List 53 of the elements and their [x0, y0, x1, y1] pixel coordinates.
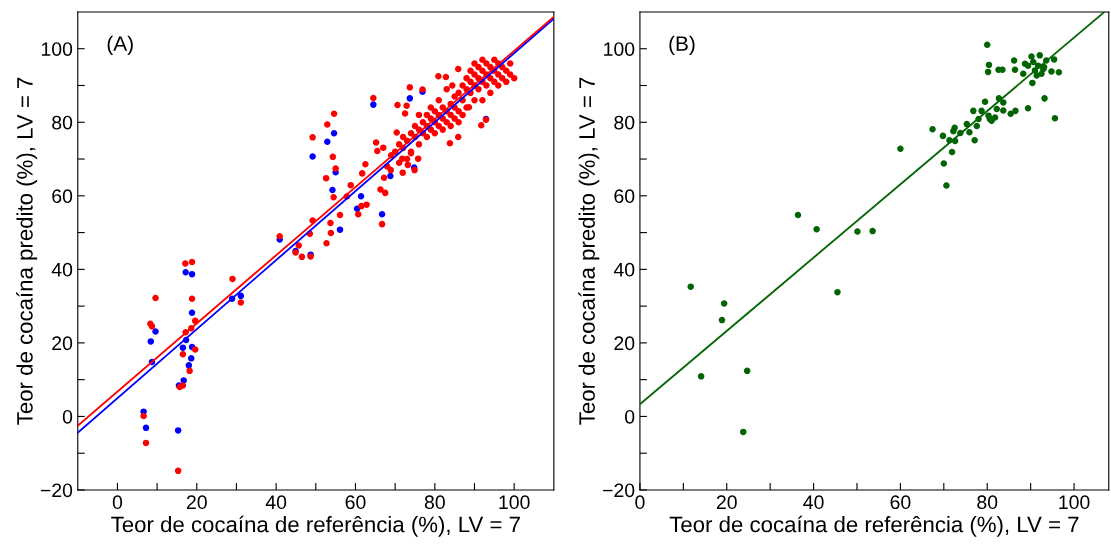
y-tick-label: 100	[604, 42, 635, 56]
x-tick-label: 0	[112, 495, 123, 510]
point	[237, 292, 245, 300]
y-tick-label: 0	[625, 409, 635, 424]
point	[378, 210, 386, 218]
y-tick-label: 20	[52, 336, 73, 351]
y-tick-label: 0	[62, 409, 73, 424]
point	[187, 355, 195, 362]
point	[370, 101, 377, 108]
point	[357, 192, 365, 200]
point	[330, 130, 338, 137]
y-axis-title: Teor de cocaína predito (%), LV = 7	[16, 77, 38, 425]
x-tick-label: 0	[635, 495, 645, 510]
annotation: (A)	[107, 35, 133, 56]
point	[324, 138, 331, 146]
y-tick-label: 20	[614, 336, 635, 351]
y-tick-label: 60	[52, 189, 73, 204]
y-tick-label: 80	[52, 115, 73, 130]
x-tick-label: 20	[186, 495, 207, 510]
point	[309, 153, 316, 160]
x-tick-label: 80	[424, 495, 445, 510]
y-tick-label: 40	[613, 262, 635, 277]
y-tick-label: −20	[40, 483, 73, 498]
x-axis-title: Teor de cocaína de referência (%), LV = 7	[111, 515, 520, 537]
x-tick-label: 60	[345, 495, 366, 510]
point	[188, 309, 196, 316]
y-tick-label: −20	[603, 483, 635, 498]
y-axis-title: Teor de cocaína predito (%), LV = 7	[578, 77, 600, 425]
point	[179, 344, 187, 351]
x-tick-label: 40	[265, 495, 287, 510]
point	[147, 338, 155, 345]
y-tick-label: 80	[614, 115, 635, 130]
point	[188, 270, 196, 278]
point	[174, 427, 182, 434]
annotation: (B)	[669, 35, 695, 56]
point	[387, 172, 394, 180]
y-tick-label: 40	[51, 262, 73, 277]
point	[336, 226, 344, 233]
x-tick-label: 60	[890, 495, 911, 510]
x-tick-label: 20	[716, 495, 737, 510]
x-tick-label: 100	[1059, 495, 1090, 510]
point	[142, 424, 150, 432]
x-tick-label: 80	[977, 495, 998, 510]
point	[406, 95, 414, 102]
point	[152, 328, 159, 335]
point	[182, 269, 189, 276]
x-tick-label: 100	[499, 495, 530, 510]
y-tick-label: 60	[614, 189, 635, 204]
point	[329, 186, 336, 194]
x-axis-title: Teor de cocaína de referência (%), LV = 7	[669, 515, 1079, 537]
x-tick-label: 40	[803, 495, 824, 510]
point	[185, 362, 193, 369]
y-tick-label: 100	[41, 42, 73, 56]
